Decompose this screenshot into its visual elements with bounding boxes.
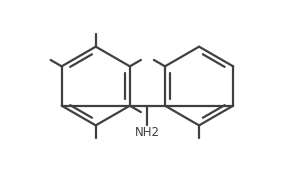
Text: NH2: NH2 (135, 126, 160, 139)
